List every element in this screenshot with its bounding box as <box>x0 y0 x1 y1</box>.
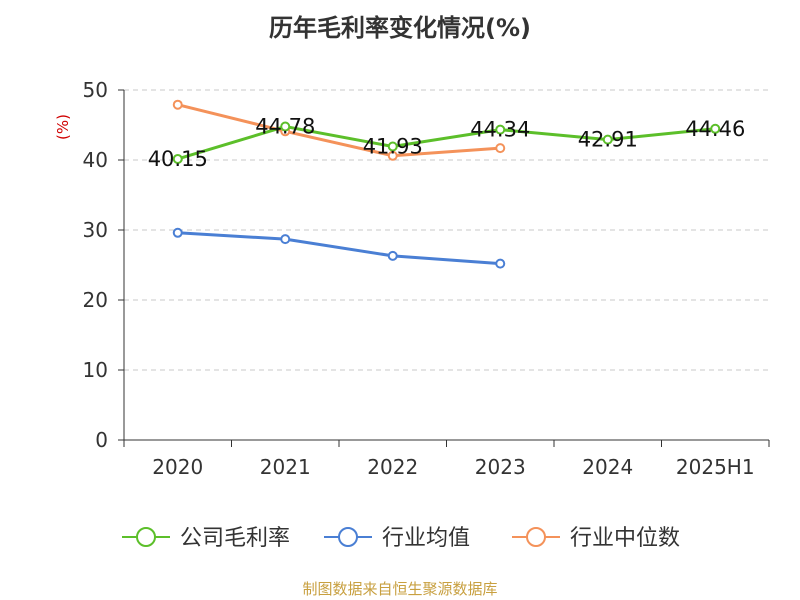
y-tick-label: 40 <box>83 148 108 172</box>
data-point <box>172 227 183 238</box>
data-label: 40.15 <box>148 147 208 171</box>
y-tick-label: 30 <box>83 218 108 242</box>
series-line <box>177 124 716 161</box>
chart-title: 历年毛利率变化情况(%) <box>269 14 531 42</box>
legend-label: 行业均值 <box>382 526 470 551</box>
data-point <box>495 124 506 135</box>
legend-label: 公司毛利率 <box>180 526 290 551</box>
data-point <box>495 258 506 269</box>
source-note: 制图数据来自恒生聚源数据库 <box>302 580 498 598</box>
x-tick-label: 2024 <box>582 455 633 479</box>
y-tick-label: 20 <box>83 288 108 312</box>
series-line <box>177 231 501 266</box>
data-point <box>172 99 183 110</box>
data-label: 44.46 <box>685 117 745 141</box>
data-label: 44.78 <box>255 115 315 139</box>
data-label: 41.93 <box>363 134 423 158</box>
data-point <box>387 250 398 261</box>
data-point <box>495 143 506 154</box>
x-tick-label: 2025H1 <box>676 455 755 479</box>
data-label: 44.34 <box>470 118 530 142</box>
series-line <box>177 103 501 158</box>
data-point <box>387 141 398 152</box>
x-tick-label: 2023 <box>475 455 526 479</box>
x-tick-label: 2021 <box>260 455 311 479</box>
data-point <box>602 134 613 145</box>
legend-marker <box>338 527 358 547</box>
legend-marker <box>136 527 156 547</box>
x-tick-label: 2022 <box>367 455 418 479</box>
y-axis-label: (%) <box>54 114 72 140</box>
data-point <box>172 153 183 164</box>
legend-label: 行业中位数 <box>570 526 680 551</box>
data-point <box>280 121 291 132</box>
legend-marker <box>526 527 546 547</box>
data-point <box>280 234 291 245</box>
y-tick-label: 0 <box>95 428 108 452</box>
data-point <box>387 150 398 161</box>
y-tick-label: 10 <box>83 358 108 382</box>
data-label: 42.91 <box>578 128 638 152</box>
y-tick-label: 50 <box>83 78 108 102</box>
data-point <box>710 123 721 134</box>
x-tick-label: 2020 <box>152 455 203 479</box>
